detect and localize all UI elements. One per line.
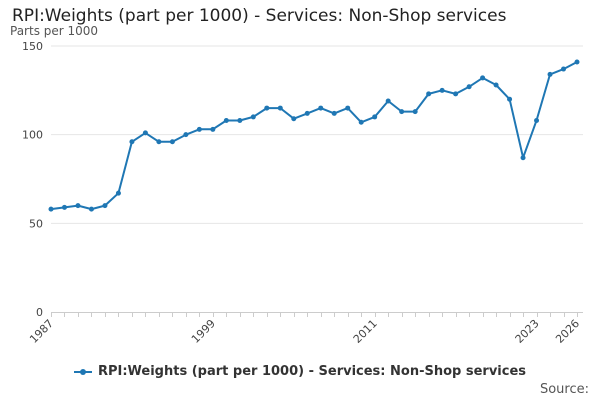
- data-point: [156, 139, 162, 145]
- y-tick-label: 100: [22, 129, 43, 142]
- x-tick-label: 2023: [513, 317, 542, 346]
- chart-title: RPI:Weights (part per 1000) - Services: …: [12, 6, 507, 26]
- data-point: [129, 139, 135, 145]
- data-point: [304, 110, 310, 116]
- data-point: [372, 114, 378, 120]
- data-point: [493, 82, 499, 88]
- y-axis-label: Parts per 1000: [10, 24, 99, 38]
- legend[interactable]: RPI:Weights (part per 1000) - Services: …: [0, 364, 600, 379]
- axes: [51, 312, 583, 317]
- data-point: [385, 98, 391, 104]
- data-point: [250, 114, 256, 120]
- data-point: [507, 96, 513, 102]
- legend-label: RPI:Weights (part per 1000) - Services: …: [97, 364, 527, 379]
- data-point: [439, 87, 445, 93]
- data-point: [561, 66, 567, 72]
- data-point: [223, 117, 229, 123]
- data-point: [534, 117, 540, 123]
- data-point: [426, 91, 432, 97]
- data-point: [277, 105, 283, 111]
- data-point: [264, 105, 270, 111]
- data-point: [102, 203, 108, 209]
- series: [48, 59, 580, 212]
- series-line: [50, 61, 578, 211]
- data-point: [61, 204, 67, 210]
- data-point: [115, 190, 121, 196]
- data-point: [331, 110, 337, 116]
- data-point: [237, 117, 243, 123]
- y-tick-label: 150: [22, 40, 43, 53]
- y-tick-label: 0: [36, 306, 43, 319]
- data-point: [480, 75, 486, 81]
- x-tick-label: 2011: [351, 317, 380, 346]
- x-tick-label: 1999: [189, 317, 218, 346]
- data-point: [547, 71, 553, 77]
- data-point: [142, 130, 148, 136]
- source-label: Source:: [539, 382, 589, 397]
- data-point: [318, 105, 324, 111]
- data-point: [291, 116, 297, 122]
- legend-swatch: [73, 367, 92, 377]
- data-point: [75, 203, 81, 209]
- data-point: [210, 126, 216, 132]
- data-point: [358, 119, 364, 125]
- data-point: [520, 155, 526, 161]
- data-point: [453, 91, 459, 97]
- data-point: [412, 109, 418, 115]
- data-point: [574, 59, 580, 65]
- data-point: [345, 105, 351, 111]
- data-point: [88, 206, 94, 212]
- grid-lines: [51, 45, 583, 224]
- x-tick-label: 2026: [553, 317, 582, 346]
- data-point: [183, 132, 189, 138]
- data-point: [196, 126, 202, 132]
- data-point: [48, 206, 54, 212]
- data-point: [399, 109, 405, 115]
- y-tick-label: 50: [29, 217, 43, 230]
- data-point: [466, 84, 472, 90]
- x-tick-label: 1987: [27, 317, 56, 346]
- data-point: [169, 139, 175, 145]
